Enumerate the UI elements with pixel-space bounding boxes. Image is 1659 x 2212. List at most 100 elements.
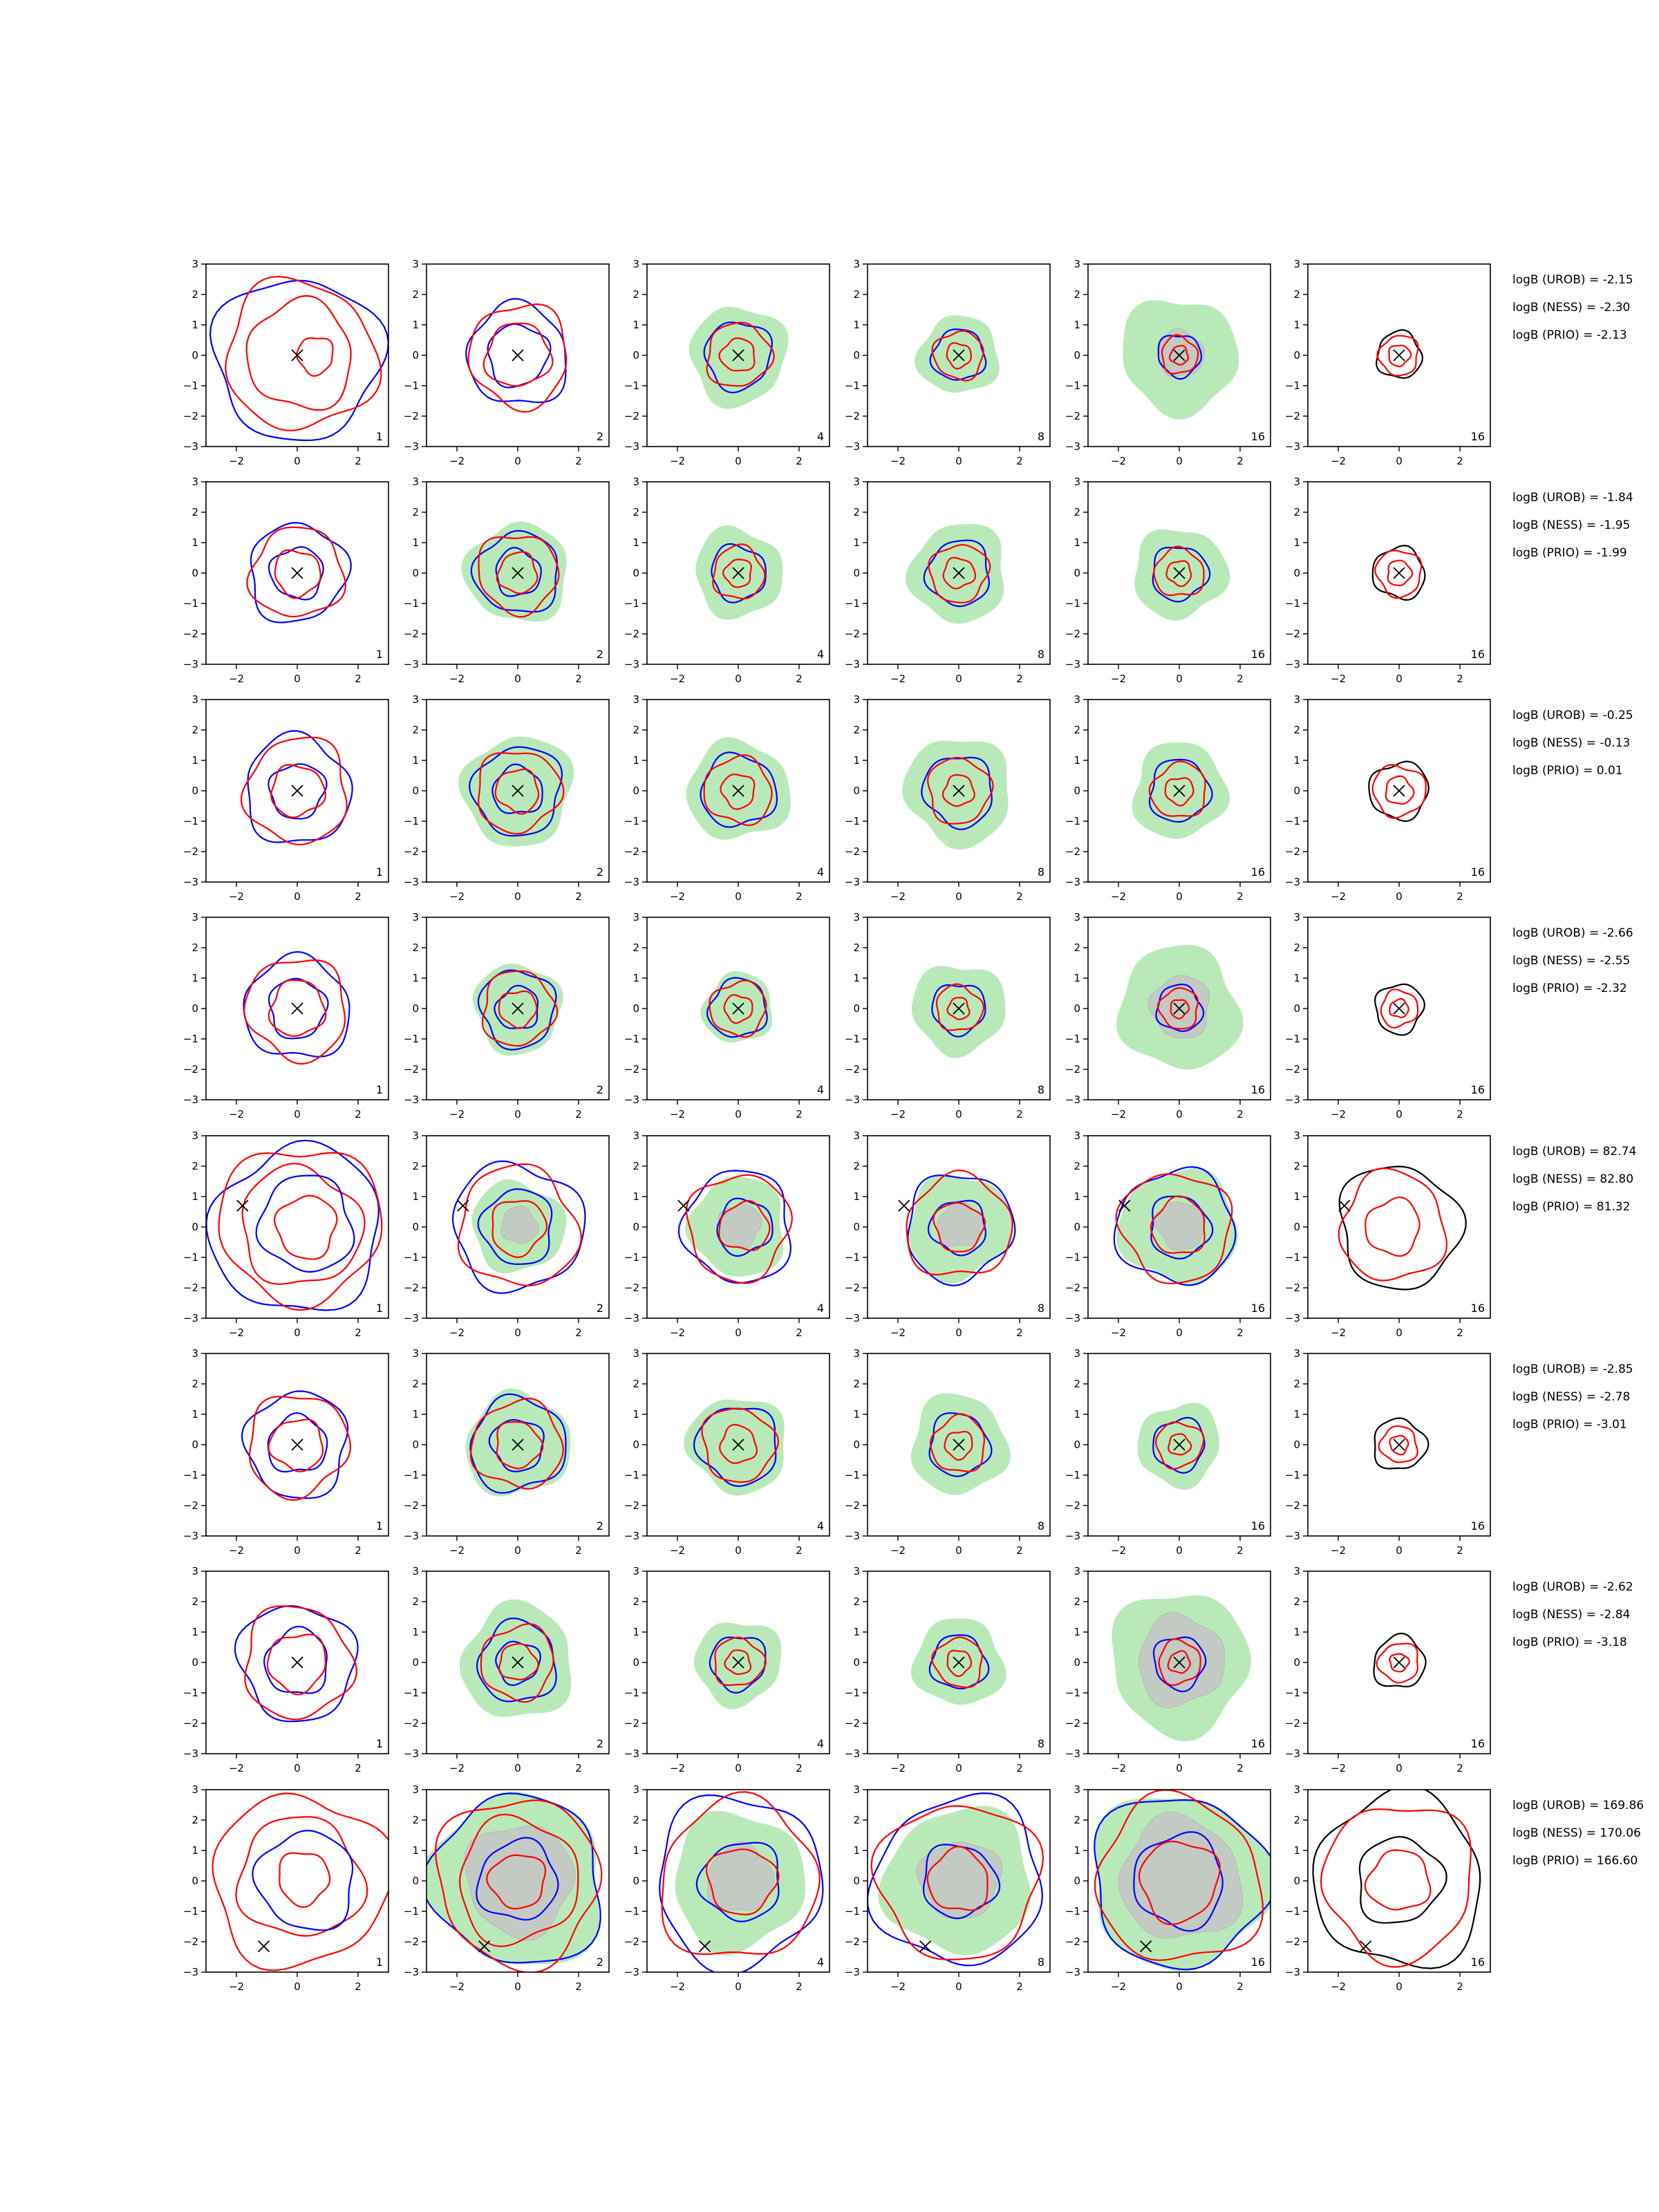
panel-r7-c2: −2 0 2 3 2 1 0 −1 −2 −3 2 bbox=[404, 1565, 610, 1774]
y-tick-label: 3 bbox=[412, 1565, 419, 1577]
y-tick-label: −1 bbox=[1065, 1469, 1080, 1481]
y-tick-label: 0 bbox=[191, 349, 198, 362]
y-tick-label: −1 bbox=[624, 815, 639, 827]
y-tick-label: 0 bbox=[191, 785, 198, 797]
x-tick-label: 0 bbox=[955, 1762, 962, 1774]
y-tick-label: −3 bbox=[624, 658, 639, 671]
x-tick-label: −2 bbox=[670, 1327, 685, 1339]
plot-area bbox=[240, 730, 353, 845]
y-tick-label: −1 bbox=[1285, 1905, 1300, 1918]
x-tick-label: −2 bbox=[670, 455, 685, 467]
green-density-region bbox=[694, 1622, 782, 1709]
logb-annotation: logB (PRIO) = 0.01 bbox=[1512, 764, 1623, 778]
panel-r8-c4: −2 0 2 3 2 1 0 −1 −2 −3 8 bbox=[845, 1783, 1051, 1993]
red-contour bbox=[932, 1201, 986, 1253]
x-tick-label: 0 bbox=[955, 890, 962, 903]
y-tick-label: −3 bbox=[1065, 1747, 1080, 1760]
logb-annotation: logB (UROB) = -2.85 bbox=[1512, 1362, 1633, 1376]
y-tick-label: 2 bbox=[1074, 506, 1080, 518]
y-tick-label: −1 bbox=[624, 1033, 639, 1045]
panel-label: 1 bbox=[376, 865, 383, 879]
panel-r4-c1: −2 0 2 3 2 1 0 −1 −2 −3 1 bbox=[183, 911, 389, 1121]
panel-label: 16 bbox=[1471, 1083, 1485, 1096]
panel-label: 2 bbox=[597, 1519, 603, 1533]
x-tick-label: 0 bbox=[294, 1544, 301, 1557]
y-tick-label: 2 bbox=[1074, 1378, 1080, 1390]
panel-label: 16 bbox=[1251, 1737, 1265, 1750]
panel-r1-c6: −2 0 2 3 2 1 0 −1 −2 −3 16 bbox=[1285, 258, 1491, 467]
panel-r3-c5: −2 0 2 3 2 1 0 −1 −2 −3 16 bbox=[1065, 693, 1271, 903]
x-tick-label: 2 bbox=[575, 1980, 582, 1993]
red-contour bbox=[906, 1169, 1013, 1276]
red-contour bbox=[942, 556, 977, 590]
red-contour bbox=[296, 337, 334, 377]
y-tick-label: −3 bbox=[1285, 876, 1300, 888]
x-tick-label: 2 bbox=[355, 890, 362, 903]
black-contour bbox=[1371, 545, 1426, 601]
panel-label: 8 bbox=[1038, 1519, 1044, 1533]
y-tick-label: 0 bbox=[1293, 1438, 1300, 1451]
y-tick-label: 0 bbox=[412, 349, 419, 362]
y-tick-label: −1 bbox=[183, 1469, 198, 1481]
panel-label: 1 bbox=[376, 1519, 383, 1533]
y-tick-label: −3 bbox=[1285, 1747, 1300, 1760]
red-contour bbox=[434, 1799, 603, 1972]
y-tick-label: 2 bbox=[412, 724, 419, 736]
true-value-marker bbox=[953, 1438, 965, 1451]
y-tick-label: −3 bbox=[624, 440, 639, 453]
blue-contour bbox=[711, 543, 767, 603]
x-tick-label: −2 bbox=[890, 1544, 906, 1557]
green-density-region bbox=[911, 966, 1006, 1058]
y-tick-label: 1 bbox=[853, 319, 860, 331]
logb-annotation: logB (NESS) = -2.30 bbox=[1512, 301, 1630, 315]
y-tick-label: 0 bbox=[1074, 785, 1080, 797]
y-tick-label: −2 bbox=[1065, 410, 1080, 422]
red-contour bbox=[870, 1805, 1044, 1961]
panel-label: 2 bbox=[597, 648, 603, 661]
black-contour bbox=[1312, 1790, 1481, 1969]
blue-contour bbox=[477, 969, 557, 1051]
red-contour bbox=[703, 754, 773, 827]
y-tick-label: 2 bbox=[1074, 288, 1080, 301]
logb-annotation: logB (UROB) = -2.66 bbox=[1512, 926, 1633, 940]
x-tick-label: 0 bbox=[735, 455, 742, 467]
y-tick-label: 3 bbox=[632, 476, 639, 488]
red-contour bbox=[1389, 1653, 1410, 1673]
red-contour bbox=[1167, 1650, 1191, 1674]
y-tick-label: −2 bbox=[1285, 410, 1300, 422]
y-tick-label: 2 bbox=[412, 1160, 419, 1172]
x-tick-label: 0 bbox=[735, 673, 742, 685]
x-tick-label: 2 bbox=[575, 1544, 582, 1557]
x-tick-label: 2 bbox=[1456, 1544, 1463, 1557]
green-density-region bbox=[461, 521, 567, 622]
y-tick-label: 0 bbox=[1074, 1656, 1080, 1669]
panel-label: 1 bbox=[376, 1302, 383, 1315]
y-tick-label: 1 bbox=[1074, 972, 1080, 984]
true-value-marker bbox=[1173, 785, 1185, 797]
y-tick-label: 2 bbox=[412, 1595, 419, 1608]
x-tick-label: 2 bbox=[796, 1762, 803, 1774]
red-contour bbox=[1158, 1638, 1201, 1687]
true-value-marker bbox=[1393, 1002, 1405, 1015]
x-tick-label: 2 bbox=[355, 1108, 362, 1121]
panel-r7-c1: −2 0 2 3 2 1 0 −1 −2 −3 1 bbox=[183, 1565, 389, 1774]
red-contour bbox=[248, 1396, 351, 1501]
red-contour bbox=[268, 1418, 324, 1473]
y-tick-label: −1 bbox=[404, 1687, 419, 1699]
y-tick-label: −2 bbox=[1285, 628, 1300, 640]
panel-label: 16 bbox=[1471, 1519, 1485, 1533]
y-tick-label: −2 bbox=[1285, 845, 1300, 858]
panel-r6-c2: −2 0 2 3 2 1 0 −1 −2 −3 2 bbox=[404, 1347, 610, 1557]
y-tick-label: 3 bbox=[191, 693, 198, 706]
panel-label: 2 bbox=[597, 430, 603, 443]
y-tick-label: 1 bbox=[412, 1844, 419, 1857]
y-tick-label: 1 bbox=[191, 319, 198, 331]
y-tick-label: 2 bbox=[1293, 1595, 1300, 1608]
y-tick-label: 3 bbox=[1074, 693, 1080, 706]
y-tick-label: −3 bbox=[1285, 658, 1300, 671]
y-tick-label: 2 bbox=[853, 724, 860, 736]
x-tick-label: 0 bbox=[1396, 1108, 1403, 1121]
y-tick-label: −2 bbox=[183, 1499, 198, 1512]
y-tick-label: 1 bbox=[1074, 754, 1080, 767]
logb-annotation: logB (UROB) = -0.25 bbox=[1512, 709, 1633, 722]
